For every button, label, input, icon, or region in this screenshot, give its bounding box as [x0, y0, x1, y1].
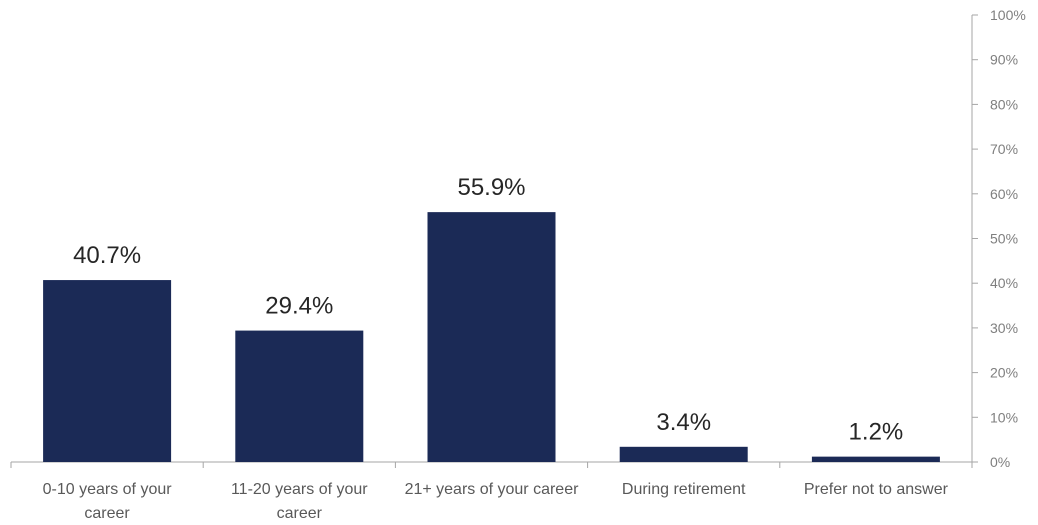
data-label: 3.4% — [656, 409, 711, 436]
bar — [619, 446, 748, 462]
bar — [427, 212, 556, 462]
data-label: 55.9% — [457, 174, 525, 201]
y-tick-label: 100% — [990, 7, 1026, 23]
x-tick-label: 11-20 years of your — [231, 481, 368, 498]
y-tick-label: 10% — [990, 409, 1018, 425]
bar — [811, 456, 940, 462]
y-tick-label: 80% — [990, 96, 1018, 112]
data-label: 40.7% — [73, 242, 141, 269]
y-tick-label: 90% — [990, 52, 1018, 68]
y-tick-label: 20% — [990, 365, 1018, 381]
bar — [43, 280, 172, 462]
x-tick-label: career — [277, 505, 323, 520]
x-tick-label: During retirement — [622, 481, 746, 498]
bars-group — [43, 212, 940, 462]
y-tick-label: 0% — [990, 454, 1010, 470]
x-axis — [10, 461, 973, 468]
x-tick-labels-group: 0-10 years of your career 11-20 years of y… — [43, 481, 949, 522]
x-tick-label: career — [84, 505, 130, 520]
y-tick-label: 70% — [990, 141, 1018, 157]
x-tick-label: 0-10 years of your — [43, 481, 173, 498]
y-tick-label: 60% — [990, 186, 1018, 202]
y-tick-label: 50% — [990, 231, 1018, 247]
data-labels-group: 40.7% 29.4% 55.9% 3.4% 1.2% — [73, 174, 903, 446]
data-label: 29.4% — [265, 293, 333, 320]
x-tick-label: Prefer not to answer — [804, 481, 949, 498]
bar — [235, 330, 364, 462]
y-axis: 0% 10% 20% 30% 40% 50% 60% 70% 80% 90% 100% — [971, 7, 1026, 470]
x-tick-label: 21+ years of your career — [405, 481, 580, 498]
y-tick-label: 40% — [990, 275, 1018, 291]
y-tick-label: 30% — [990, 320, 1018, 336]
data-label: 1.2% — [849, 419, 904, 446]
